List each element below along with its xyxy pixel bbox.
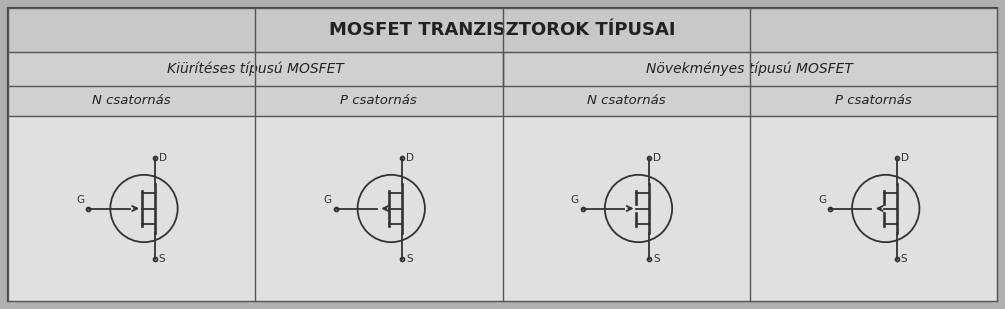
Bar: [502, 86, 750, 116]
Text: D: D: [653, 153, 661, 163]
Text: G: G: [818, 195, 826, 205]
Bar: [502, 52, 997, 86]
Text: S: S: [653, 254, 660, 264]
Bar: [8, 8, 997, 52]
Bar: [8, 116, 255, 301]
Bar: [750, 116, 997, 301]
Text: G: G: [76, 195, 84, 205]
Text: Kiürítéses típusú MOSFET: Kiürítéses típusú MOSFET: [167, 62, 344, 76]
Text: D: D: [159, 153, 167, 163]
Text: N csatornás: N csatornás: [587, 95, 665, 108]
Bar: [749, 52, 751, 86]
Text: P csatornás: P csatornás: [341, 95, 417, 108]
Bar: [255, 116, 502, 301]
Bar: [8, 52, 502, 86]
Text: G: G: [324, 195, 332, 205]
Bar: [750, 86, 997, 116]
Text: Növekményes típusú MOSFET: Növekményes típusú MOSFET: [646, 62, 853, 76]
Text: S: S: [900, 254, 908, 264]
Bar: [254, 52, 256, 86]
Bar: [255, 86, 502, 116]
Text: S: S: [159, 254, 166, 264]
Text: G: G: [571, 195, 579, 205]
Text: D: D: [900, 153, 909, 163]
Text: MOSFET TRANZISZTOROK TÍPUSAI: MOSFET TRANZISZTOROK TÍPUSAI: [330, 21, 675, 39]
Bar: [502, 116, 750, 301]
Text: S: S: [406, 254, 413, 264]
Bar: [8, 86, 255, 116]
Text: N csatornás: N csatornás: [92, 95, 171, 108]
Text: P csatornás: P csatornás: [835, 95, 912, 108]
Text: D: D: [406, 153, 414, 163]
